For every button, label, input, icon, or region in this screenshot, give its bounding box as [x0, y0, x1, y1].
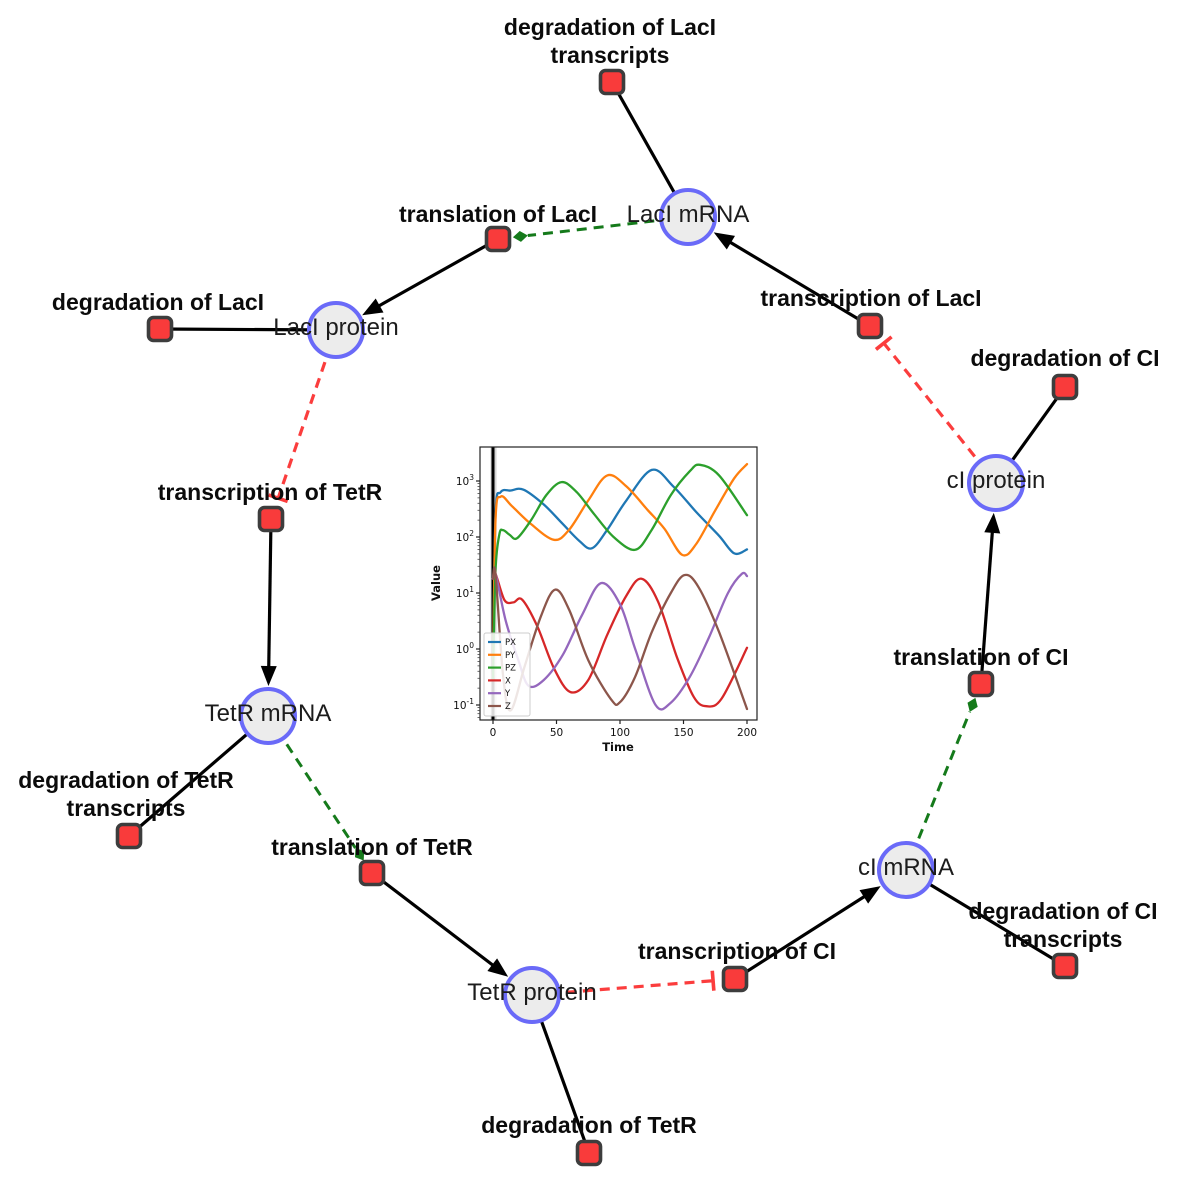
inhibition-tee: [874, 335, 893, 351]
edge-inhibition-cI_protein-tc_lacI: [882, 342, 998, 485]
edge-arrow-tc_tetR-tetR_mRNA: [267, 518, 273, 671]
x-tick-label: 0: [490, 727, 497, 739]
arrowhead: [713, 232, 736, 250]
edge-inhibition-lacI_protein-tc_tetR: [276, 329, 338, 499]
process-node-d_lacI[interactable]: [146, 315, 174, 343]
y-tick-label: 101: [456, 585, 474, 600]
edge-arrow-tl_lacI-lacI_protein: [375, 237, 499, 309]
chart-axes-box: [479, 446, 758, 721]
edge-arrow-tc_lacI-lacI_mRNA: [726, 239, 871, 328]
chart-series-PX: [491, 468, 749, 680]
edge-arrow-tl_cI-cI_protein: [979, 528, 995, 685]
inhibition-tee: [710, 970, 716, 991]
arrowhead: [859, 886, 881, 904]
diamond-arrowhead: [354, 847, 365, 861]
process-node-d_lacI_tr[interactable]: [598, 68, 626, 96]
edge-line-lacI_protein-d_lacI: [159, 327, 337, 332]
arrowhead: [984, 512, 1001, 534]
edge-arrow-tl_tetR-tetR_protein: [371, 871, 497, 969]
species-node-cI_mRNA[interactable]: [877, 841, 935, 899]
edge-arrow-tc_cI-cI_mRNA: [734, 893, 869, 981]
chart-series-X: [491, 571, 749, 708]
legend-label-Z: Z: [505, 702, 511, 712]
x-tick-label: 100: [610, 727, 630, 739]
process-node-d_tetR_tr[interactable]: [115, 822, 143, 850]
diamond-arrowhead: [967, 697, 978, 712]
inhibition-tee: [268, 493, 289, 504]
arrowhead: [362, 298, 384, 316]
y-tick-label: 103: [456, 473, 474, 488]
diamond-arrowhead: [512, 230, 528, 242]
process-node-tl_lacI[interactable]: [484, 225, 512, 253]
edge-line-tetR_mRNA-d_tetR_tr: [127, 714, 270, 838]
legend-label-X: X: [505, 676, 511, 686]
species-node-tetR_mRNA[interactable]: [239, 687, 297, 745]
species-node-tetR_protein[interactable]: [503, 966, 561, 1024]
legend-label-Y: Y: [504, 689, 511, 699]
legend-label-PX: PX: [505, 638, 516, 648]
legend-label-PZ: PZ: [505, 664, 516, 674]
y-tick-label: 102: [456, 529, 474, 544]
edge-inhibition-tetR_protein-tc_cI: [531, 979, 714, 997]
arrowhead: [487, 958, 509, 977]
process-node-d_cI_tr[interactable]: [1051, 952, 1079, 980]
edge-line-cI_mRNA-d_cI_tr: [905, 868, 1066, 968]
process-node-tc_cI[interactable]: [721, 965, 749, 993]
x-tick-label: 150: [673, 727, 693, 739]
species-node-lacI_protein[interactable]: [307, 301, 365, 359]
process-node-d_cI[interactable]: [1051, 373, 1079, 401]
legend-label-PY: PY: [505, 651, 516, 661]
chart-y-axis-label: Value: [429, 565, 443, 601]
x-tick-label: 200: [737, 727, 757, 739]
chart-x-axis-label: Time: [602, 740, 634, 754]
chart-series-PZ: [491, 463, 749, 680]
species-node-cI_protein[interactable]: [967, 454, 1025, 512]
chart-series-PY: [491, 462, 749, 680]
process-node-tl_cI[interactable]: [967, 670, 995, 698]
process-node-tl_tetR[interactable]: [358, 859, 386, 887]
x-tick-label: 50: [550, 727, 563, 739]
process-node-tc_lacI[interactable]: [856, 312, 884, 340]
species-node-lacI_mRNA[interactable]: [659, 188, 717, 246]
process-node-d_tetR[interactable]: [575, 1139, 603, 1167]
y-tick-label: 10-1: [453, 697, 474, 712]
y-tick-label: 100: [456, 641, 474, 656]
process-node-tc_tetR[interactable]: [257, 505, 285, 533]
arrowhead: [260, 665, 277, 687]
edge-catalysis-cI_mRNA-tl_cI: [904, 711, 972, 871]
